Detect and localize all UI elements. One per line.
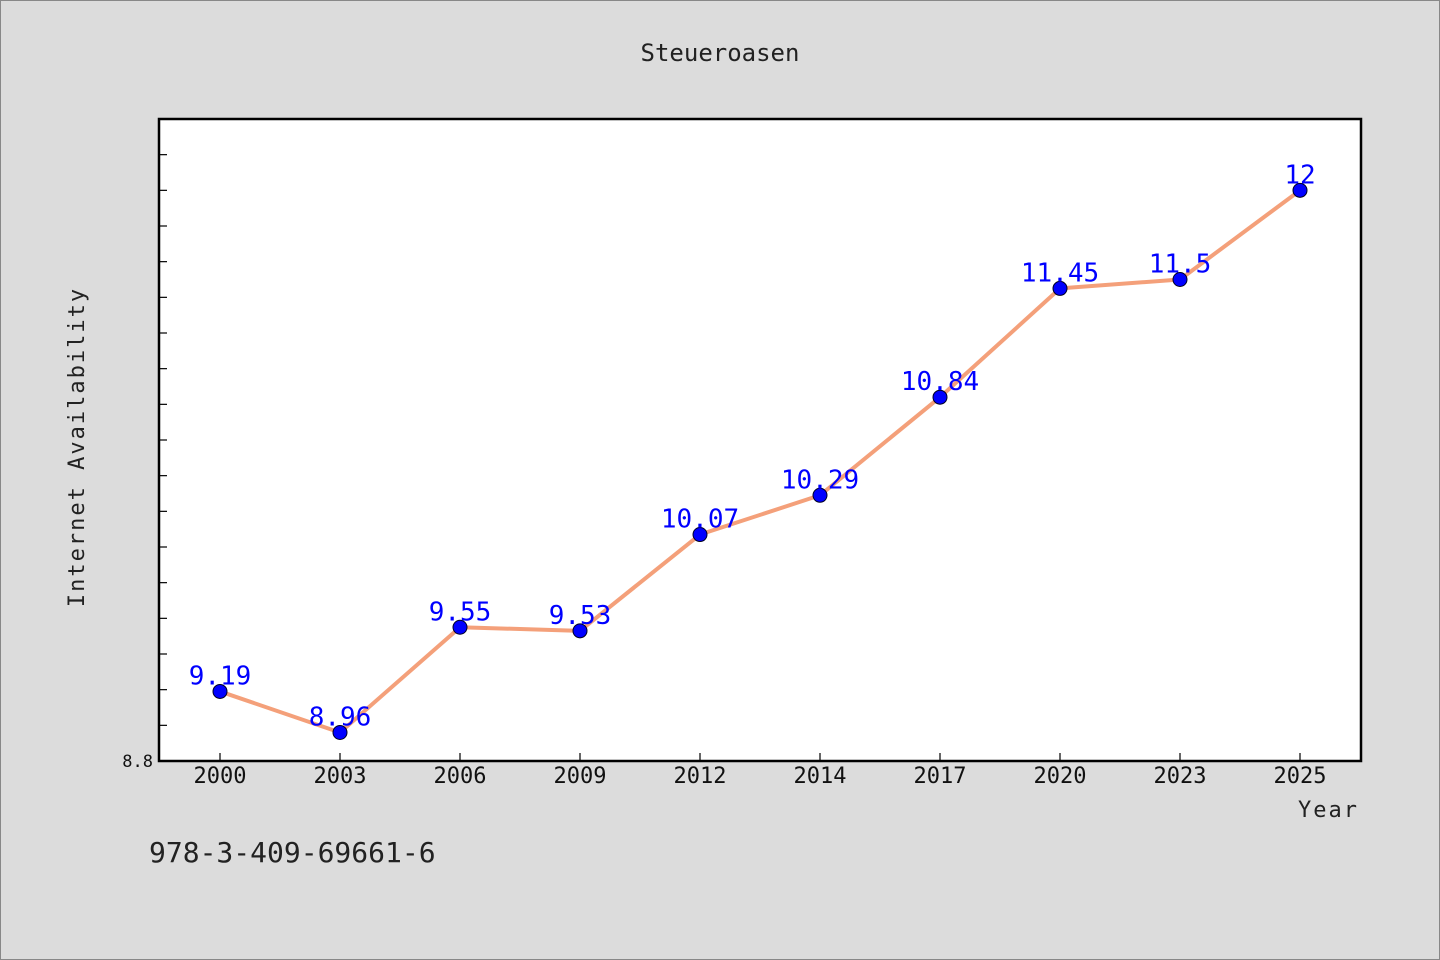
data-point [332, 724, 348, 740]
x-tick-label: 2012 [674, 764, 727, 789]
data-label: 11.5 [1149, 250, 1212, 280]
data-label: 10.29 [781, 465, 859, 495]
x-tick-label: 2020 [1034, 764, 1087, 789]
data-point [1292, 182, 1308, 198]
data-label: 9.55 [429, 597, 492, 627]
x-tick-label: 2006 [434, 764, 487, 789]
x-tick-label: 2017 [914, 764, 967, 789]
data-point [212, 683, 228, 699]
data-labels: 9.19 8.96 9.55 9.53 10.07 10.29 10.84 11.45 11.5… [189, 160, 1316, 732]
data-point [1052, 280, 1068, 296]
data-label: 10.07 [661, 505, 739, 535]
data-point [572, 623, 588, 639]
data-label: 9.53 [549, 601, 612, 631]
data-point [452, 619, 468, 635]
y-axis-label: Internet Availability [65, 287, 90, 607]
data-point [932, 389, 948, 405]
data-label: 9.19 [189, 661, 252, 691]
x-tick-label: 2003 [314, 764, 367, 789]
x-tick-label: 2009 [554, 764, 607, 789]
plot-area [157, 117, 1363, 763]
data-label: 8.96 [309, 702, 372, 732]
data-label: 12 [1284, 160, 1315, 190]
data-point [1172, 272, 1188, 287]
data-point [692, 527, 708, 543]
x-tick-label: 2000 [194, 764, 247, 789]
x-tick-label: 2025 [1274, 764, 1327, 789]
data-label: 10.84 [901, 367, 979, 397]
x-tick-label: 2023 [1154, 764, 1207, 789]
y-axis-min-label: 8.8 [122, 752, 153, 772]
x-axis-tick-labels: 2000 2003 2006 2009 2012 2014 2017 2020 2023 2025 [194, 764, 1327, 789]
series-line [218, 188, 1302, 735]
x-axis-ticks [219, 753, 1301, 761]
chart-title: Steueroasen [641, 39, 800, 67]
data-markers [212, 182, 1308, 740]
y-axis-ticks [159, 118, 167, 762]
x-axis-label: Year [1298, 798, 1359, 823]
x-tick-label: 2014 [794, 764, 847, 789]
data-label: 11.45 [1021, 258, 1099, 288]
footer-text: 978-3-409-69661-6 [149, 836, 436, 869]
data-point [812, 487, 828, 503]
